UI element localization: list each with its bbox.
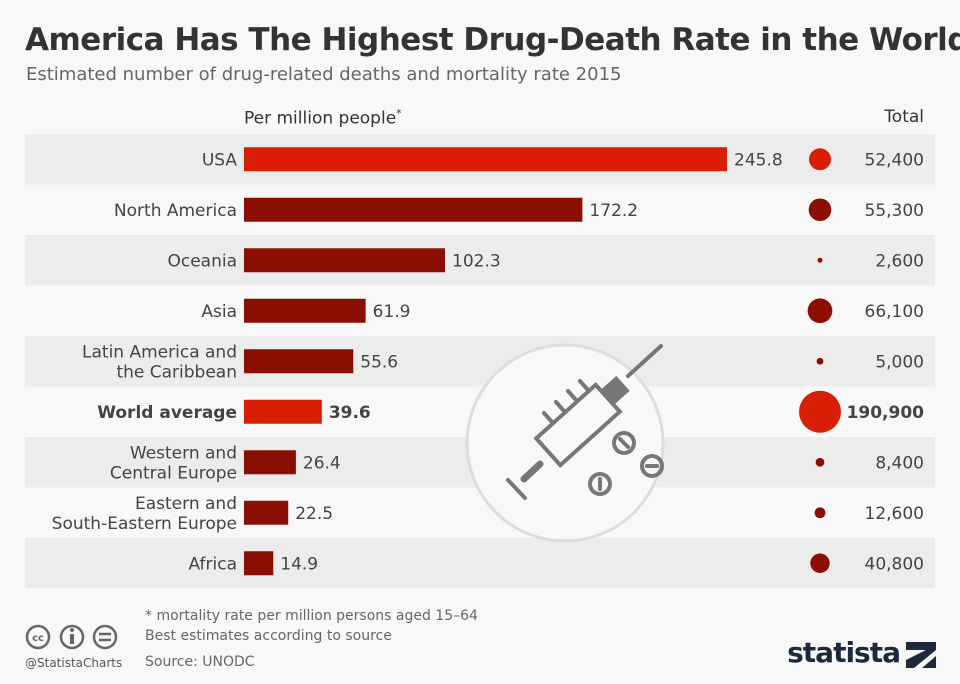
category-label: Africa [189,554,238,574]
chart-title: America Has The Highest Drug-Death Rate … [25,22,960,58]
total-bubble [817,257,823,263]
syringe-illustration [465,343,665,543]
row-stripe [25,235,935,286]
bar [244,399,322,424]
statista-logo[interactable]: statista [787,636,901,669]
total-label: 190,900 [847,403,925,423]
category-label: Latin America and the Caribbean [82,342,237,382]
value-label: 26.4 [303,453,341,473]
creative-commons-icon [25,624,51,650]
total-label: 66,100 [865,302,924,322]
source: Source: UNODC [145,654,255,670]
total-label: 8,400 [875,453,924,473]
category-label-line: Eastern and [135,494,237,514]
category-label-line: Latin America and [82,342,237,362]
total-bubble [810,553,830,573]
total-label: 55,300 [865,201,924,221]
category-label: Asia [201,302,237,322]
total-label: 5,000 [875,352,924,372]
category-label: North America [114,201,237,221]
total-bubble [815,457,825,467]
axis-label-note: * [396,107,402,120]
axis-label-text: Per million people [244,108,397,129]
category-label-line: Oceania [167,251,237,271]
bar [244,147,727,172]
total-bubble [816,357,824,365]
total-bubble [814,507,826,519]
total-label: 12,600 [865,504,924,524]
category-label: Western and Central Europe [110,443,237,483]
total-label: 52,400 [865,150,924,170]
license-icons[interactable]: cc [25,624,120,654]
total-bubble [799,390,841,433]
statista-logo-mark [906,642,936,668]
footnote: * mortality rate per million persons age… [145,608,478,624]
total-label: 40,800 [865,554,924,574]
category-label-line: Western and [130,443,237,463]
value-label: 22.5 [295,504,333,524]
row-stripe [25,336,935,387]
category-label: Oceania [167,251,237,271]
no-derivatives-icon [92,624,118,650]
category-label-line: Africa [189,554,238,574]
bar [244,197,583,222]
value-label: 245.8 [734,150,783,170]
bar [244,450,296,475]
bar [244,500,289,525]
total-header: Total [884,107,924,127]
axis-label: Per million people* [244,107,402,129]
category-label-line: North America [114,201,237,221]
category-label-line: South-Eastern Europe [52,514,237,534]
total-bubble [807,298,833,324]
category-label-line: USA [202,150,238,170]
value-label: 55.6 [360,352,398,372]
category-label-line: Asia [201,302,237,322]
total-bubble [808,148,832,171]
total-label: 2,600 [875,251,924,271]
twitter-handle[interactable]: @StatistaCharts [25,656,123,670]
category-label-line: the Caribbean [116,362,237,382]
attribution-icon [59,624,85,650]
footnote-2: Best estimates according to source [145,628,392,644]
bar [244,551,274,576]
category-label-line: Central Europe [110,463,237,483]
total-bubble [808,198,832,222]
value-label: 172.2 [589,201,638,221]
value-label: 14.9 [280,554,318,574]
chart-subtitle: Estimated number of drug-related deaths … [26,64,622,85]
bar [244,298,366,323]
value-label: 39.6 [329,403,371,423]
bar [244,248,446,273]
category-label-line: World average [97,403,237,423]
row-stripe [25,538,935,589]
bar [244,349,354,374]
category-label: World average [97,403,237,423]
category-label: USA [202,150,238,170]
category-label: Eastern and South-Eastern Europe [52,494,237,534]
svg-text:cc: cc [32,633,44,644]
value-label: 61.9 [373,302,411,322]
value-label: 102.3 [452,251,501,271]
